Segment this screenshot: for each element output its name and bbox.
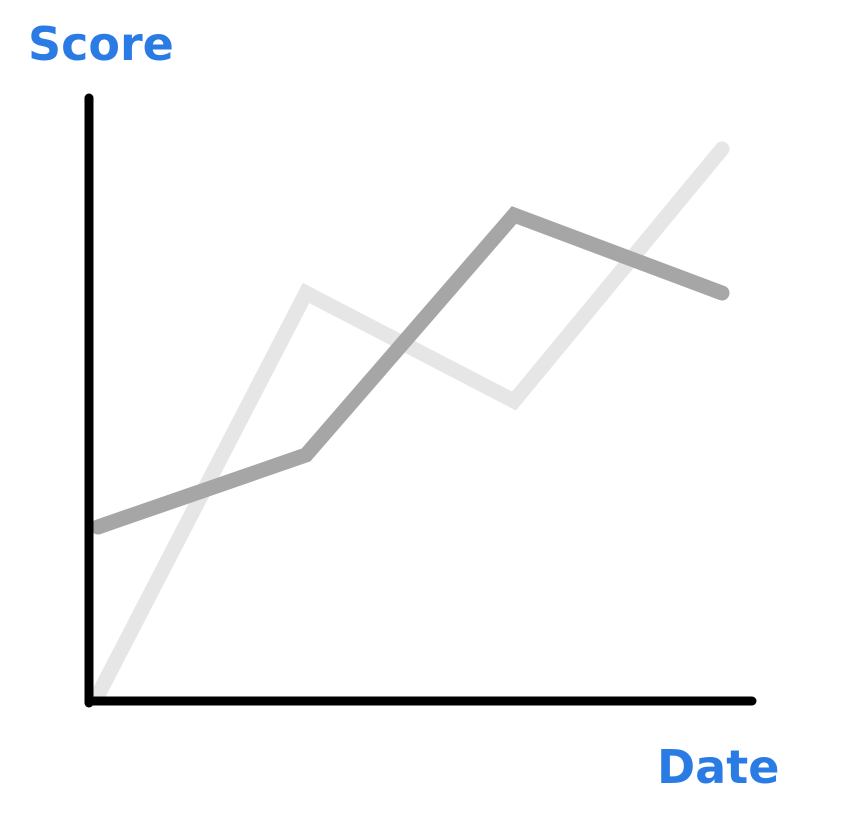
series-line-1 [90,141,730,703]
x-axis-title: Date [657,740,779,794]
series-line-2 [90,206,730,535]
series-layer [90,141,730,703]
y-axis-title: Score [28,17,174,71]
